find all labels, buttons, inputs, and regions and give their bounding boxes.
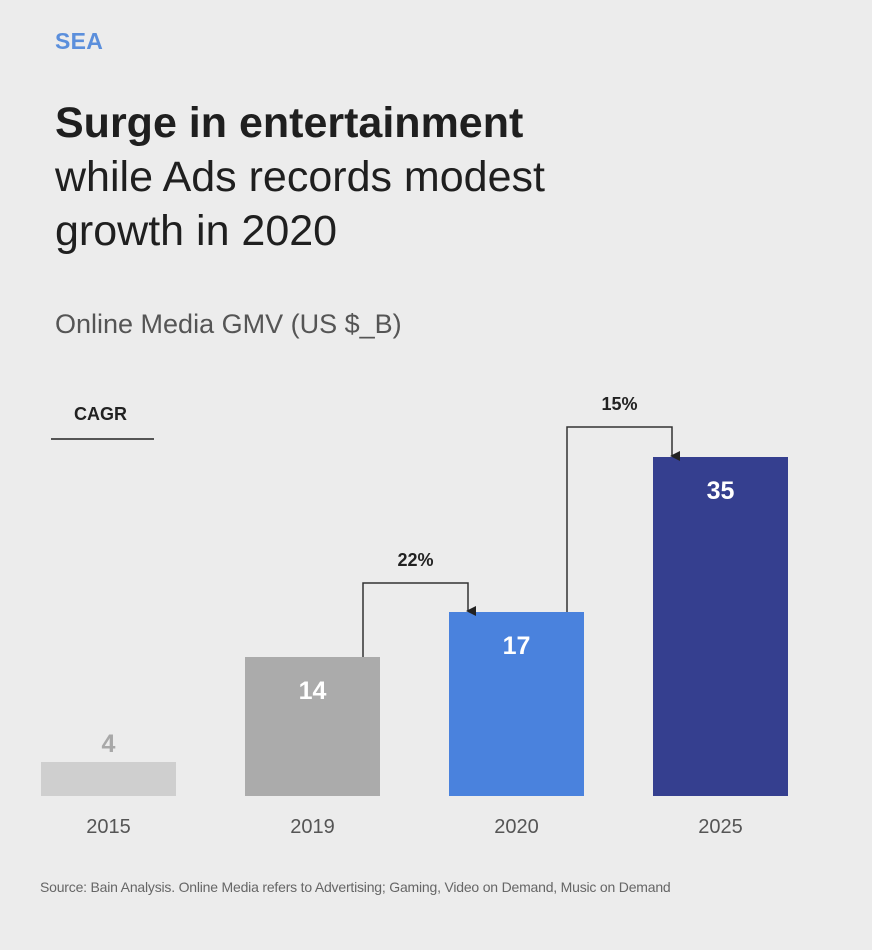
value-label-2020: 17 bbox=[503, 632, 531, 660]
cagr-legend-label: CAGR bbox=[74, 404, 127, 424]
value-label-2025: 35 bbox=[707, 477, 735, 505]
region-label: SEA bbox=[55, 28, 104, 54]
cagr-label-2019-2020: 22% bbox=[397, 550, 433, 570]
title-line-2: while Ads records modest bbox=[55, 153, 545, 201]
cagr-connector-2020-2025 bbox=[566, 426, 680, 612]
x-tick-label-2015: 2015 bbox=[86, 816, 131, 838]
cagr-connector-2019-2020 bbox=[362, 582, 476, 657]
bar-2019 bbox=[245, 657, 380, 796]
title-line-3: growth in 2020 bbox=[55, 207, 338, 255]
cagr-label-2020-2025: 15% bbox=[601, 394, 637, 414]
cagr-legend-line bbox=[51, 438, 154, 440]
x-tick-label-2019: 2019 bbox=[290, 816, 335, 838]
title-bold: Surge in entertainment bbox=[55, 99, 524, 147]
bar-2015 bbox=[41, 762, 176, 796]
bar-2020 bbox=[449, 612, 584, 796]
source-note: Source: Bain Analysis. Online Media refe… bbox=[40, 879, 671, 895]
chart-title: Online Media GMV (US $_B) bbox=[55, 309, 402, 339]
x-tick-label-2025: 2025 bbox=[698, 816, 743, 838]
x-tick-label-2020: 2020 bbox=[494, 816, 539, 838]
page-title: Surge in entertainment while Ads records… bbox=[55, 96, 815, 258]
bar-2025 bbox=[653, 457, 788, 796]
value-label-2015: 4 bbox=[102, 730, 116, 758]
value-label-2019: 14 bbox=[299, 677, 327, 705]
